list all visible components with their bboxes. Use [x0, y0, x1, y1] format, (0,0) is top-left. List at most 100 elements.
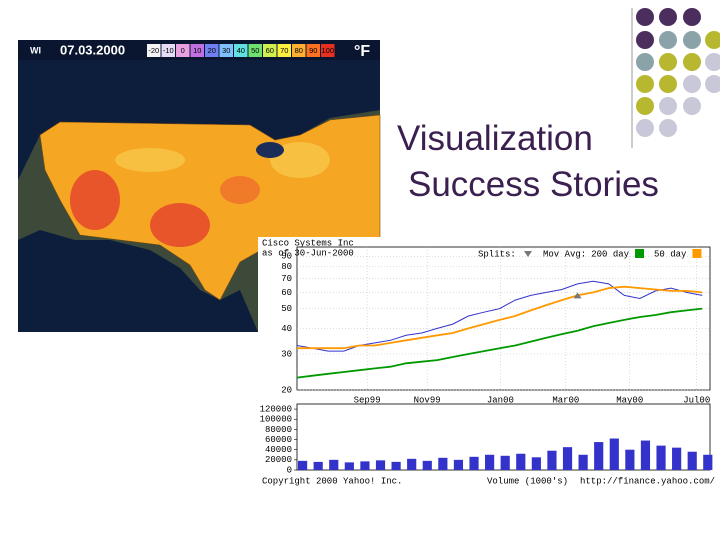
- heat-area: [150, 203, 210, 247]
- y-tick-label: 120000: [260, 404, 292, 414]
- volume-bar: [391, 461, 401, 470]
- heat-area: [70, 170, 120, 230]
- y-tick-label: 50: [281, 304, 292, 314]
- scale-swatch: [190, 44, 204, 57]
- volume-bar: [703, 454, 713, 470]
- dot: [659, 97, 677, 115]
- volume-bar: [344, 462, 354, 470]
- scale-label: 20: [208, 46, 216, 55]
- volume-bar: [469, 456, 479, 470]
- scale-swatch: [234, 44, 248, 57]
- logo: WI: [30, 45, 41, 55]
- volume-bar: [500, 455, 510, 470]
- scale-swatch: [248, 44, 262, 57]
- scale-swatch: [263, 44, 277, 57]
- volume-bar: [422, 460, 432, 470]
- scale-label: 70: [280, 46, 288, 55]
- dot: [659, 31, 677, 49]
- y-tick-label: 80000: [265, 425, 292, 435]
- volume-bar: [562, 447, 573, 470]
- volume-bar: [531, 457, 541, 470]
- dot: [683, 8, 701, 26]
- y-tick-label: 20000: [265, 455, 292, 465]
- scale-swatch: [161, 44, 175, 57]
- volume-bar: [375, 460, 386, 470]
- decoration: [631, 8, 720, 148]
- volume-bar: [360, 461, 370, 470]
- legend-label: 200 day: [591, 249, 629, 259]
- volume-bar: [438, 457, 448, 470]
- scale-swatch: [147, 44, 161, 57]
- volume-bar: [625, 449, 635, 470]
- scale-label: 0: [181, 46, 185, 55]
- chart-subtitle: as of 30-Jun-2000: [262, 248, 354, 258]
- annotation: Splits:: [478, 249, 516, 259]
- scale-swatch: [176, 44, 190, 57]
- volume-bar: [672, 447, 682, 470]
- dot: [636, 119, 654, 137]
- map-unit: °F: [354, 43, 370, 60]
- y-tick-label: 0: [287, 465, 292, 475]
- volume-bar: [578, 454, 588, 470]
- volume-bar: [313, 461, 323, 470]
- footer-note: Volume (1000's): [487, 476, 568, 486]
- y-tick-label: 80: [281, 262, 292, 272]
- cool-area: [270, 142, 330, 178]
- scale-swatch: [306, 44, 320, 57]
- volume-bar: [609, 438, 619, 470]
- y-tick-label: 40000: [265, 445, 292, 455]
- dot: [705, 75, 720, 93]
- y-tick-label: 40: [281, 324, 292, 334]
- scale-label: 40: [237, 46, 245, 55]
- x-tick-label: Sep99: [354, 395, 381, 405]
- x-tick-label: Jul00: [683, 395, 710, 405]
- legend-swatch: [692, 249, 702, 258]
- x-tick-label: Nov99: [414, 395, 441, 405]
- slide-title: Visualization: [397, 119, 593, 158]
- volume-bar: [687, 451, 697, 470]
- heat-area: [220, 176, 260, 204]
- scale-swatch: [219, 44, 233, 57]
- dot: [659, 53, 677, 71]
- scale-label: 50: [251, 46, 259, 55]
- dot: [705, 31, 720, 49]
- legend-title: Mov Avg:: [543, 249, 586, 259]
- volume-bar: [453, 459, 464, 470]
- split-marker: [573, 292, 582, 299]
- x-tick-label: Mar00: [552, 395, 579, 405]
- legend-label: 50 day: [654, 249, 687, 259]
- x-tick-label: Jan00: [487, 395, 514, 405]
- dot: [636, 97, 654, 115]
- y-tick-label: 60: [281, 288, 292, 298]
- volume-bar: [298, 460, 308, 470]
- dot: [636, 53, 654, 71]
- lake: [256, 142, 284, 158]
- scale-label: -20: [148, 46, 159, 55]
- dot: [683, 31, 701, 49]
- scale-label: -10: [163, 46, 174, 55]
- scale-label: 100: [321, 46, 334, 55]
- y-tick-label: 90: [281, 252, 292, 262]
- scale-swatch: [277, 44, 291, 57]
- dot: [636, 75, 654, 93]
- legend-marker: [524, 251, 532, 257]
- volume-bar: [656, 445, 666, 470]
- slide-title: Success Stories: [408, 165, 659, 204]
- y-tick-label: 100000: [260, 415, 292, 425]
- scale-label: 30: [222, 46, 230, 55]
- volume-bar: [594, 442, 604, 470]
- volume-bar: [485, 454, 495, 470]
- y-tick-label: 70: [281, 274, 292, 284]
- plot-frame: [296, 246, 711, 391]
- dot: [683, 53, 701, 71]
- dot: [683, 75, 701, 93]
- scale-swatch: [292, 44, 306, 57]
- dot: [636, 31, 654, 49]
- legend-swatch: [635, 249, 645, 258]
- scale-label: 10: [193, 46, 201, 55]
- scale-label: 90: [309, 46, 317, 55]
- x-tick-label: May00: [616, 395, 643, 405]
- dot: [659, 75, 677, 93]
- scale-label: 60: [266, 46, 274, 55]
